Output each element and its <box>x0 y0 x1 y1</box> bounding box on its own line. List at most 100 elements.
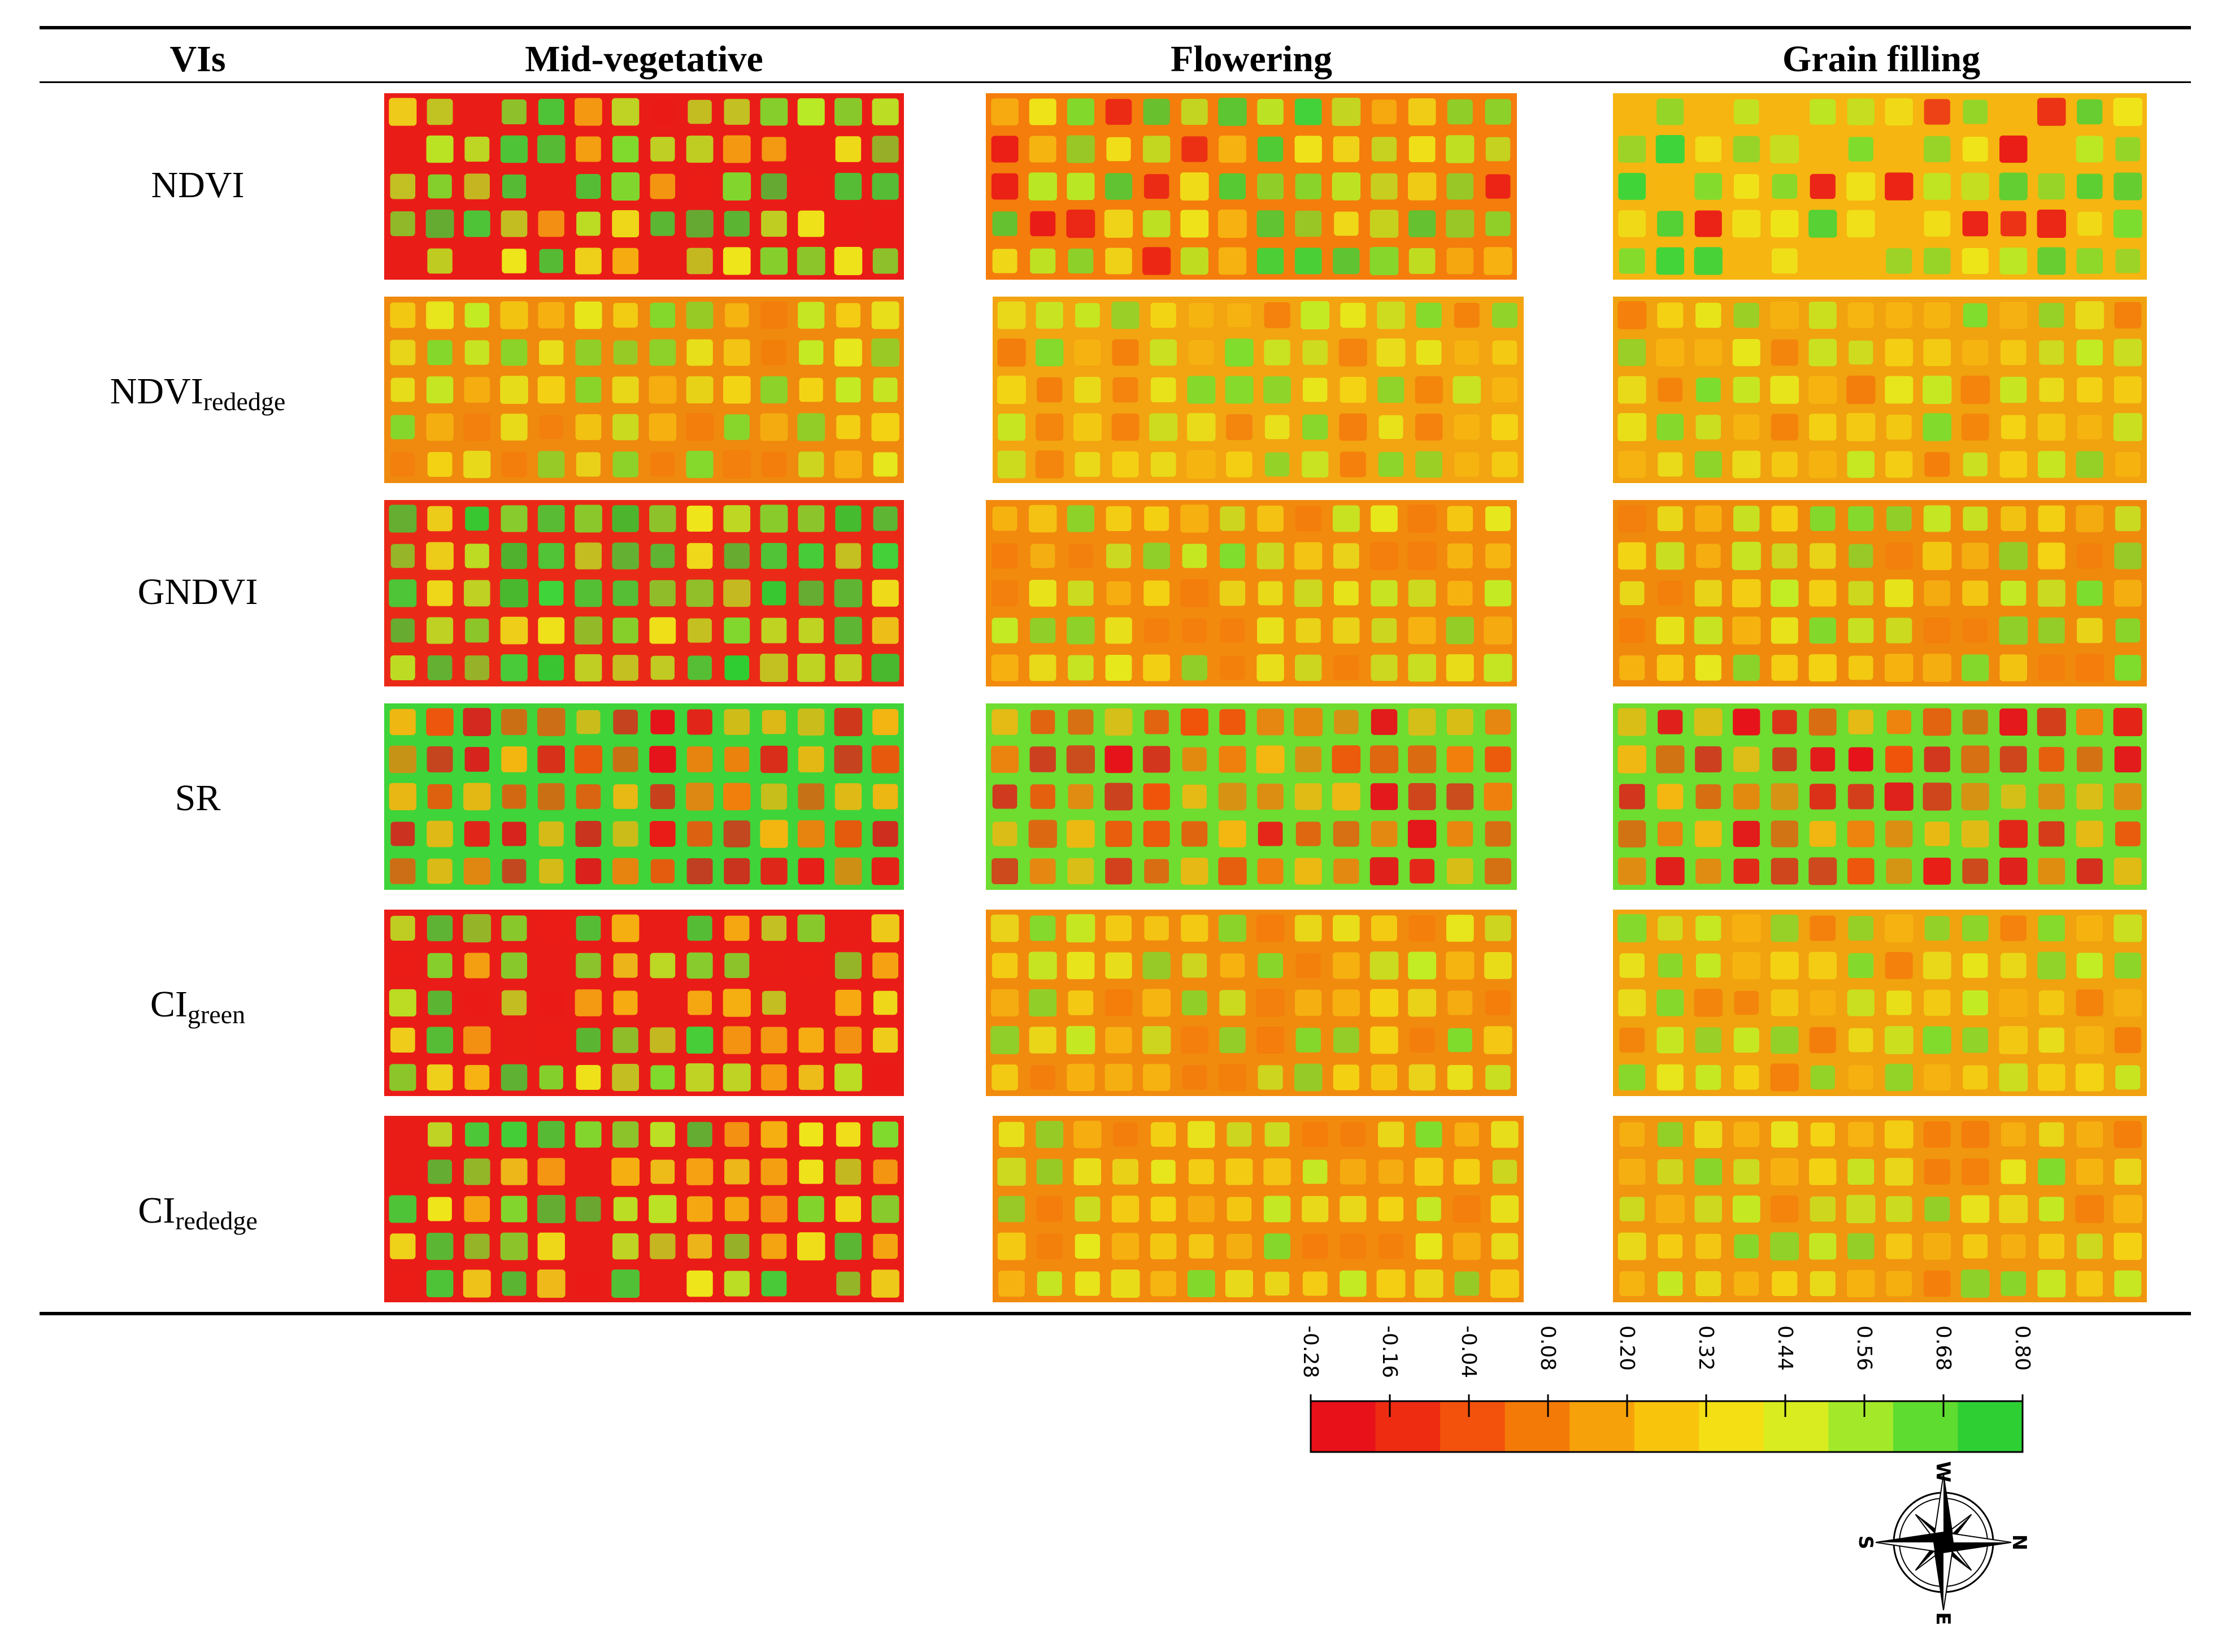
colorbar-legend: -0.28 -0.16 -0.04 0.08 0.20 0.32 0.44 0.56 0.68 0… <box>1299 1325 2034 1453</box>
map-plot <box>723 450 751 479</box>
map-plot <box>2037 1270 2066 1298</box>
map-plot <box>2076 618 2103 644</box>
map-plot <box>1036 1196 1063 1222</box>
map-plot <box>574 616 603 645</box>
map-plot <box>1142 210 1171 237</box>
map-plot <box>1617 413 1647 441</box>
map-plot <box>799 1122 823 1147</box>
map-plot <box>539 249 563 273</box>
map-plot <box>1369 247 1399 275</box>
map-plot <box>872 580 899 607</box>
map-plot <box>575 989 602 1016</box>
map-plot <box>1960 375 1990 405</box>
map-plot <box>1067 1063 1095 1092</box>
map-plot <box>834 247 863 275</box>
compass-label-n: N <box>2008 1534 2028 1550</box>
map-plot <box>2038 915 2065 942</box>
map-plot <box>1028 172 1057 201</box>
map-plot <box>1066 1026 1095 1054</box>
map-plot <box>1378 1197 1404 1221</box>
map-plot <box>390 415 415 440</box>
map-plot <box>427 98 453 125</box>
map-plot <box>2038 173 2065 200</box>
map-plot <box>2038 505 2066 532</box>
map-plot <box>649 339 676 366</box>
map-plot <box>1339 413 1367 441</box>
map-plot <box>1340 377 1367 403</box>
map-plot <box>1619 1027 1645 1053</box>
map-plot <box>1294 542 1323 570</box>
map-plot <box>2038 821 2065 847</box>
map-plot <box>649 915 676 942</box>
map-plot <box>1484 858 1511 885</box>
map-plot <box>2076 858 2103 884</box>
map-plot <box>575 247 602 275</box>
map-plot <box>686 782 714 811</box>
map-plot <box>1446 210 1475 238</box>
map-plot <box>1924 1159 1950 1185</box>
map-plot <box>1658 710 1683 734</box>
map-plot <box>1218 782 1247 811</box>
map-plot <box>1924 821 1950 846</box>
map-plot <box>1370 783 1398 810</box>
map-plot <box>537 1025 566 1055</box>
map-plot <box>1150 1196 1176 1222</box>
map-plot <box>1618 136 1646 163</box>
map-plot <box>1847 784 1874 810</box>
map-plot <box>762 137 786 162</box>
map-plot <box>650 1121 675 1147</box>
map-plot <box>576 710 601 734</box>
map-plot <box>1416 302 1442 328</box>
map-plot <box>1218 247 1247 275</box>
map-plot <box>1218 98 1247 126</box>
map-plot <box>1295 210 1322 237</box>
map-plot <box>1884 914 1914 942</box>
map-plot <box>650 859 675 884</box>
map-plot <box>686 579 714 607</box>
row-label-ci-green: CIgreen <box>45 983 350 1029</box>
map-plot <box>1036 414 1064 441</box>
map-plot <box>1407 541 1437 571</box>
map-plot <box>464 747 490 772</box>
map-plot <box>2076 451 2103 478</box>
map-plot <box>1111 1269 1140 1298</box>
map-plot <box>426 708 454 736</box>
map-plot <box>835 915 862 942</box>
map-field-background <box>384 1116 904 1302</box>
map-plot <box>998 1121 1025 1147</box>
map-plot <box>1885 451 1913 478</box>
vi-map-cell <box>986 93 1517 280</box>
map-plot <box>2076 340 2103 366</box>
map-plot <box>650 173 676 199</box>
map-field-background <box>1613 297 2147 483</box>
map-plot <box>873 506 898 531</box>
map-plot <box>1219 820 1246 847</box>
map-plot <box>1414 1158 1443 1186</box>
map-plot <box>538 210 564 237</box>
map-plot <box>1655 135 1685 163</box>
map-plot <box>1416 1197 1441 1221</box>
map-plot <box>1810 990 1836 1016</box>
map-plot <box>1772 747 1797 772</box>
map-plot <box>537 1232 565 1260</box>
map-plot <box>389 1064 416 1091</box>
map-plot <box>990 1026 1019 1054</box>
map-plot <box>1454 340 1479 365</box>
map-plot <box>835 1159 862 1185</box>
map-plot <box>1732 450 1761 479</box>
map-plot <box>1453 1195 1481 1223</box>
map-plot <box>1226 451 1253 477</box>
header-vis: VIs <box>169 38 226 80</box>
map-plot <box>1105 820 1132 847</box>
map-plot <box>2038 1158 2066 1185</box>
legend-color-segment <box>1828 1401 1894 1452</box>
map-plot <box>464 248 490 274</box>
map-plot <box>427 953 453 979</box>
map-plot <box>1770 951 1799 980</box>
map-plot <box>1073 1158 1102 1185</box>
map-plot <box>1618 542 1646 570</box>
map-plot <box>1999 1063 2028 1092</box>
map-plot <box>992 821 1017 846</box>
map-plot <box>797 98 825 126</box>
row-label-sr: SR <box>45 777 350 820</box>
